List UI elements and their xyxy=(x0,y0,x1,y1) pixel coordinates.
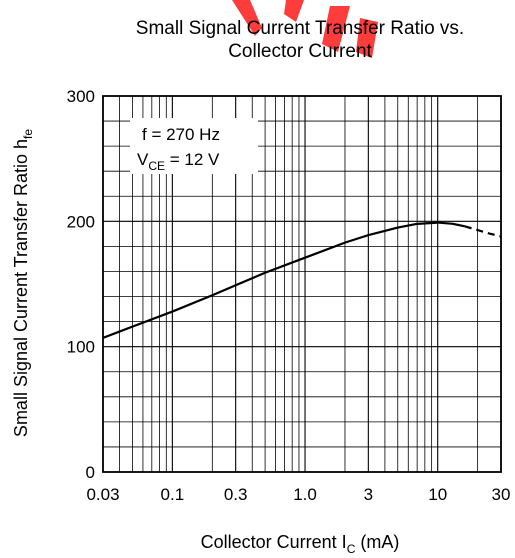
x-tick-label: 1.0 xyxy=(293,485,317,504)
y-axis-label-text: Small Signal Current Transfer Ratio h xyxy=(11,139,31,437)
annotation-background xyxy=(130,118,258,174)
x-tick-labels: 0.03 0.1 0.3 1.0 3 10 30 xyxy=(86,485,510,504)
chart-title-line-1: Small Signal Current Transfer Ratio vs. xyxy=(136,18,464,39)
chart-title-line-2: Collector Current xyxy=(228,41,372,62)
annotation-voltage-symbol: V xyxy=(137,150,149,169)
y-tick-labels: 0 100 200 300 xyxy=(67,87,95,482)
y-axis-label-subscript: fe xyxy=(21,129,35,139)
annotation-frequency: f = 270 Hz xyxy=(142,125,220,144)
y-axis-label: Small Signal Current Transfer Ratio hfe xyxy=(11,129,35,437)
chart-title: Small Signal Current Transfer Ratio vs. … xyxy=(136,18,464,62)
x-axis-label-unit: (mA) xyxy=(355,532,399,552)
annotation-box: f = 270 Hz VCE = 12 V xyxy=(130,118,258,174)
hfe-curve xyxy=(102,221,466,339)
y-tick-label: 100 xyxy=(67,338,95,357)
x-tick-label: 10 xyxy=(428,485,447,504)
annotation-voltage: VCE = 12 V xyxy=(137,150,220,173)
y-tick-label: 300 xyxy=(67,87,95,106)
curves xyxy=(102,221,502,339)
annotation-voltage-subscript: CE xyxy=(148,159,165,173)
x-axis-label-text: Collector Current I xyxy=(201,532,347,552)
x-axis-label-subscript: C xyxy=(347,542,356,556)
x-tick-label: 3 xyxy=(364,485,373,504)
hfe-curve-extrapolated xyxy=(464,225,502,238)
x-tick-label: 30 xyxy=(492,485,511,504)
y-tick-label: 200 xyxy=(67,212,95,231)
annotation-voltage-value: = 12 V xyxy=(165,150,220,169)
x-tick-label: 0.1 xyxy=(161,485,185,504)
watermark xyxy=(232,0,378,58)
x-axis-label: Collector Current IC (mA) xyxy=(201,532,400,556)
x-tick-label: 0.03 xyxy=(86,485,119,504)
plot-frame xyxy=(102,95,502,473)
y-tick-label: 0 xyxy=(86,463,95,482)
x-tick-label: 0.3 xyxy=(224,485,248,504)
